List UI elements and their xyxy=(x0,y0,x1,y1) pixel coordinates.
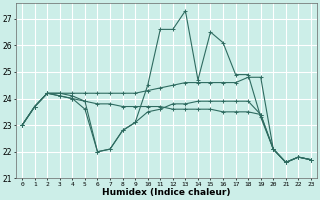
X-axis label: Humidex (Indice chaleur): Humidex (Indice chaleur) xyxy=(102,188,231,197)
